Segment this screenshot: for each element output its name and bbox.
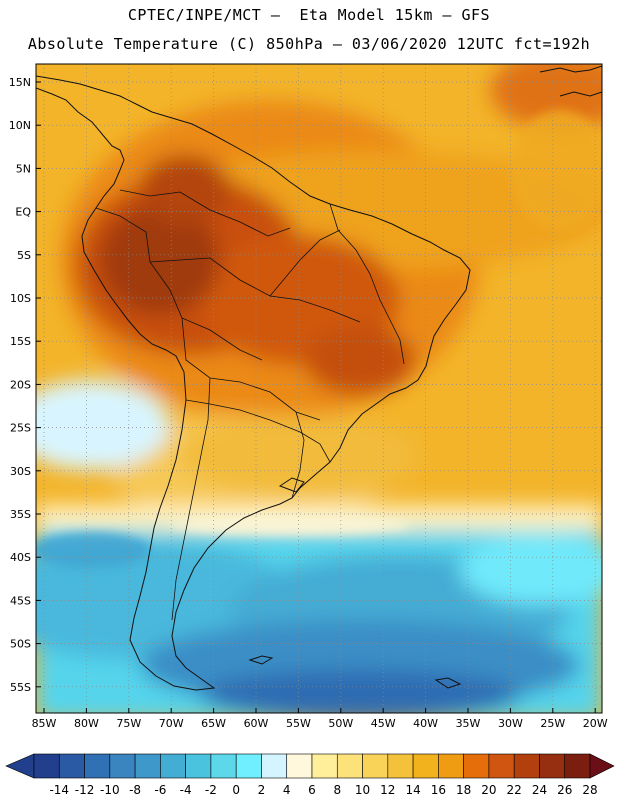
colorbar-label: 2 [258, 783, 266, 797]
lon-label: 80W [74, 717, 99, 730]
colorbar-swatch [387, 753, 414, 779]
colorbar-label: 4 [283, 783, 291, 797]
lon-label: 35W [456, 717, 481, 730]
colorbar-swatch [109, 753, 136, 779]
lon-label: 40W [413, 717, 438, 730]
colorbar-swatch [564, 753, 591, 779]
lon-label: 65W [201, 717, 226, 730]
lon-label: 60W [244, 717, 269, 730]
colorbar-label: 22 [507, 783, 522, 797]
coastlines [36, 65, 602, 691]
colorbar-label: 18 [456, 783, 471, 797]
colorbar-low-arrow [5, 753, 35, 779]
colorbar-swatch [261, 753, 288, 779]
colorbar-label: 24 [532, 783, 547, 797]
colorbar-label: 28 [582, 783, 597, 797]
longitude-labels: 85W 80W 75W 70W 65W 60W 55W 50W 45W 40W 35W 30W 25W 2… [32, 708, 608, 730]
country-borders [95, 189, 405, 621]
colorbar: -14 -12 -10 -8 -6 -4 -2 0 2 4 6 8 10 12 14 16 18 20 22 24 26… [5, 753, 615, 797]
colorbar-swatch [412, 753, 439, 779]
lat-label: 15S [10, 335, 31, 348]
colorbar-swatch [235, 753, 262, 779]
colorbar-label: 10 [355, 783, 370, 797]
colorbar-label: 12 [380, 783, 395, 797]
lon-label: 30W [498, 717, 523, 730]
lon-label: 25W [540, 717, 565, 730]
colorbar-label: -8 [129, 783, 141, 797]
colorbar-swatch [33, 753, 60, 779]
colorbar-label: 0 [232, 783, 240, 797]
colorbar-label: 6 [308, 783, 316, 797]
colorbar-label: 26 [557, 783, 572, 797]
lat-label: 35S [10, 508, 31, 521]
lat-label: 40S [10, 551, 31, 564]
colorbar-swatch [160, 753, 186, 779]
grid-lines [36, 64, 602, 713]
colorbar-swatch [463, 753, 490, 779]
lon-label: 70W [159, 717, 184, 730]
lat-label: 10N [9, 119, 31, 132]
colorbar-swatch [488, 753, 515, 779]
latitude-labels: 15N 10N 5N EQ 5S 10S 15S 20S 25S 30S 35S 40S 45S 50S 5… [9, 76, 41, 694]
colorbar-swatch [134, 753, 161, 779]
colorbar-label: -12 [75, 783, 95, 797]
lon-label: 75W [116, 717, 141, 730]
lat-label: 20S [10, 378, 31, 391]
lat-label: 25S [10, 422, 31, 435]
colorbar-swatch [311, 753, 338, 779]
colorbar-swatch [362, 753, 389, 779]
colorbar-high-arrow [589, 753, 615, 779]
colorbar-label: 8 [333, 783, 341, 797]
colorbar-swatch [438, 753, 464, 779]
lon-label: 20W [583, 717, 608, 730]
colorbar-swatch [336, 753, 363, 779]
map-subtitle: Absolute Temperature (C) 850hPa – 03/06/… [27, 35, 591, 53]
lat-label: 5S [17, 249, 31, 262]
lat-label: 5N [16, 162, 31, 175]
lat-label: 30S [10, 465, 31, 478]
colorbar-swatch [513, 753, 540, 779]
lon-label: 50W [328, 717, 353, 730]
lon-label: 55W [286, 717, 311, 730]
colorbar-swatch [58, 753, 85, 779]
colorbar-swatch [84, 753, 111, 779]
colorbar-swatch [539, 753, 566, 779]
colorbar-label: 20 [481, 783, 496, 797]
colorbar-label: -4 [180, 783, 192, 797]
colorbar-swatch [210, 753, 237, 779]
lat-label: 45S [10, 594, 31, 607]
colorbar-label: 16 [431, 783, 446, 797]
lat-label: 15N [9, 76, 31, 89]
colorbar-label: 14 [405, 783, 420, 797]
colorbar-label: -14 [49, 783, 69, 797]
colorbar-label: -6 [154, 783, 166, 797]
temperature-field [36, 64, 602, 713]
lat-label: 10S [10, 292, 31, 305]
map-title: CPTEC/INPE/MCT – Eta Model 15km – GFS [127, 6, 491, 24]
colorbar-label: -10 [100, 783, 120, 797]
colorbar-swatch [286, 753, 313, 779]
lat-label: 50S [10, 638, 31, 651]
lon-label: 45W [371, 717, 396, 730]
lon-label: 85W [32, 717, 57, 730]
lat-label: EQ [15, 206, 31, 219]
colorbar-swatch [185, 753, 212, 779]
map-frame [35, 63, 603, 714]
lat-label: 55S [10, 681, 31, 694]
colorbar-label: -2 [205, 783, 217, 797]
